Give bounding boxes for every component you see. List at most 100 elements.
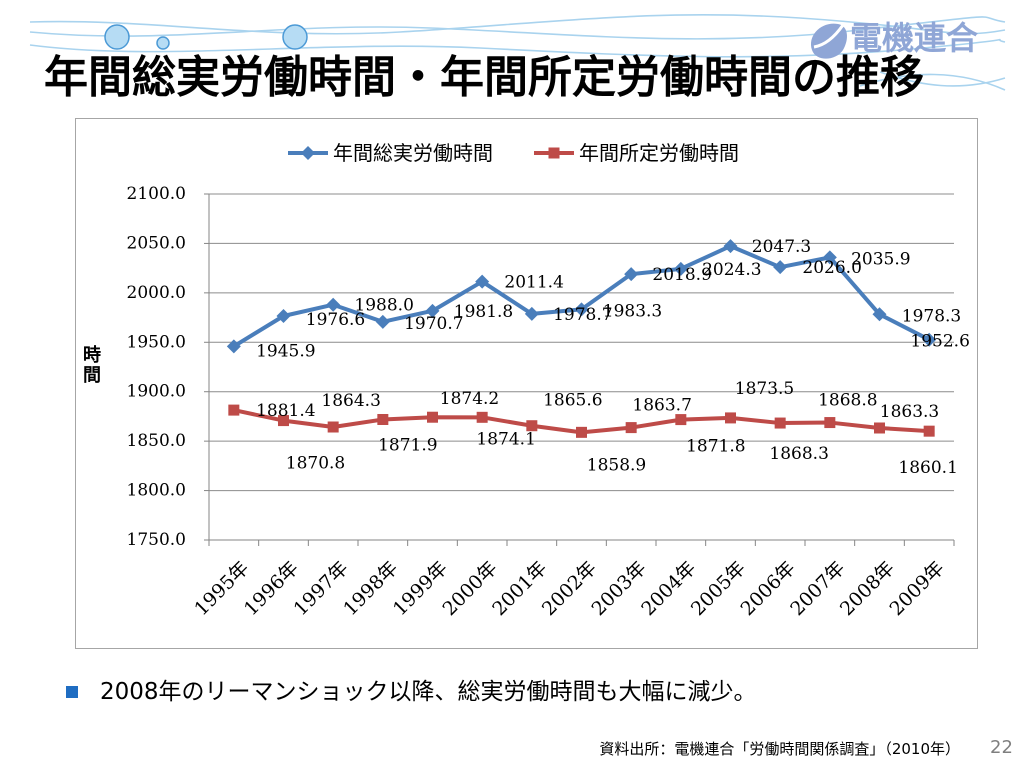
wave-line	[29, 14, 1006, 35]
data-point	[574, 302, 589, 317]
data-label: 1863.7	[632, 396, 691, 416]
data-point	[725, 412, 736, 424]
data-point	[226, 339, 241, 354]
data-label: 1983.3	[603, 301, 662, 321]
bubble	[156, 36, 170, 50]
data-label: 1976.6	[306, 310, 365, 330]
y-tick-label: 2050.0	[127, 233, 186, 253]
data-label: 1864.3	[321, 391, 380, 411]
bubble-decoration	[104, 24, 308, 50]
wave-line	[859, 73, 1006, 91]
x-tick-label: 2002年	[538, 557, 601, 620]
logo-swoosh-icon	[811, 23, 848, 59]
data-point	[922, 332, 937, 347]
wave-line	[29, 16, 1006, 40]
data-point	[675, 414, 687, 426]
data-label: 1978.3	[902, 306, 961, 326]
data-point	[228, 404, 240, 416]
y-tick-label: 1750.0	[127, 530, 186, 550]
data-point	[327, 421, 339, 433]
data-point	[673, 261, 688, 276]
data-point	[723, 239, 738, 254]
y-tick-label: 2000.0	[127, 283, 186, 303]
x-tick-label: 1999年	[389, 557, 452, 620]
x-tick-label: 2005年	[687, 557, 750, 620]
y-tick-label: 1850.0	[127, 431, 186, 451]
y-axis-label: 時間	[80, 345, 101, 385]
data-point	[625, 422, 637, 434]
x-tick-label: 2008年	[836, 557, 899, 620]
bubble	[104, 24, 130, 50]
data-label: 1873.5	[735, 379, 794, 399]
data-label: 1868.8	[818, 391, 877, 411]
chart-area: 1750.0 1800.0 1850.0 1900.0 1950.0 2000.0 2050…	[75, 118, 978, 649]
x-tick-label: 1998年	[339, 557, 402, 620]
x-tick-label: 1997年	[290, 557, 353, 620]
x-tick-label: 2000年	[439, 557, 502, 620]
legend-item-2: 年間所定労働時間	[534, 141, 739, 165]
data-point	[475, 274, 490, 289]
header-decoration	[29, 14, 1006, 91]
series-2: 1881.4 1870.8 1864.3 1871.9 1874.2 1874.1 1865…	[228, 379, 958, 478]
data-label: 1868.3	[769, 444, 828, 464]
x-tick-label: 2007年	[786, 557, 849, 620]
data-label: 2035.9	[851, 249, 910, 269]
data-point	[476, 411, 488, 423]
wave-decoration	[29, 14, 1006, 91]
data-label: 1945.9	[256, 341, 315, 361]
data-label: 2047.3	[752, 237, 811, 257]
data-label: 1871.8	[686, 437, 745, 457]
data-label: 2018.9	[652, 265, 711, 285]
data-label: 2011.4	[504, 273, 563, 293]
data-point	[923, 425, 935, 437]
data-point	[278, 415, 289, 427]
data-point	[872, 307, 887, 322]
data-point	[425, 303, 440, 318]
data-label: 1860.1	[898, 458, 957, 478]
page-number: 22	[990, 737, 1013, 758]
wave-line	[29, 38, 1006, 58]
wave-line	[879, 71, 1006, 87]
data-point	[774, 417, 786, 429]
line-chart: 1750.0 1800.0 1850.0 1900.0 1950.0 2000.0 2050…	[127, 141, 970, 620]
data-label: 1865.6	[543, 391, 602, 411]
data-label: 1970.7	[404, 314, 463, 334]
x-tick-label: 2004年	[637, 557, 700, 620]
legend: 年間総実労働時間 年間所定労働時間	[288, 141, 739, 165]
y-tick-label: 1950.0	[127, 332, 186, 352]
x-tick-label: 1996年	[240, 557, 303, 620]
data-label: 1981.8	[454, 302, 513, 322]
bubble	[282, 24, 308, 50]
data-point	[576, 426, 587, 438]
x-tick-label: 2001年	[488, 557, 551, 620]
x-tick-label: 2003年	[588, 557, 651, 620]
logo-swoosh-stroke	[813, 24, 845, 49]
source-note: 資料出所：電機連合「労働時間関係調査」（2010年）	[599, 740, 960, 758]
data-label: 1874.2	[440, 389, 499, 409]
data-point	[377, 413, 389, 425]
legend-marker	[301, 146, 315, 160]
data-point	[326, 297, 341, 312]
legend-item-1: 年間総実労働時間	[288, 141, 493, 165]
y-tick-label: 2100.0	[127, 184, 186, 204]
data-point	[822, 250, 837, 265]
logo-text: 電機連合	[850, 19, 979, 57]
data-label: 1978.7	[553, 305, 612, 325]
data-point	[874, 422, 885, 434]
data-label: 1881.4	[256, 401, 315, 421]
data-point	[375, 314, 390, 329]
legend-label: 年間総実労働時間	[333, 141, 493, 165]
data-point	[624, 267, 639, 282]
data-label: 1858.9	[587, 455, 646, 475]
data-label: 1870.8	[286, 454, 345, 474]
x-tick-label: 2006年	[737, 557, 800, 620]
legend-label: 年間所定労働時間	[579, 141, 739, 165]
x-tick-label: 2009年	[886, 557, 949, 620]
data-label: 1952.6	[910, 332, 969, 352]
data-label: 1874.1	[476, 429, 535, 449]
data-label: 1863.3	[880, 402, 939, 422]
bullet-text: 2008年のリーマンショック以降、総実労働時間も大幅に減少。	[100, 679, 757, 705]
page-title: 年間総実労働時間・年間所定労働時間の推移	[44, 52, 924, 103]
data-label: 1988.0	[354, 296, 413, 316]
